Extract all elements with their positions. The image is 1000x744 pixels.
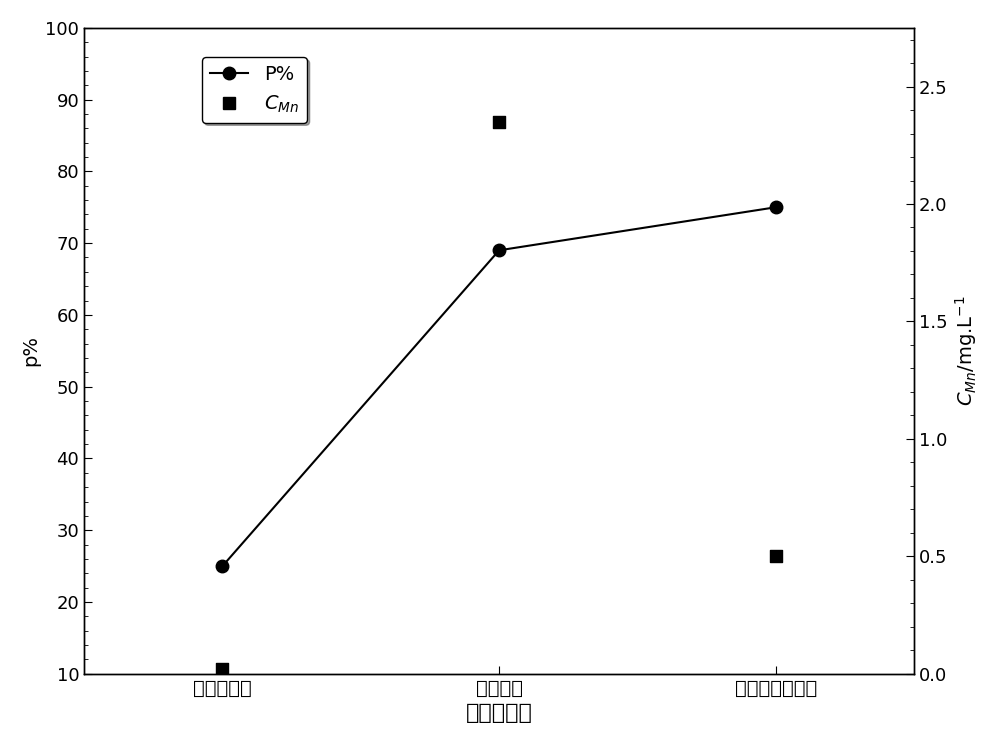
Point xyxy=(491,116,507,128)
Legend: P%, $C_{Mn}$: P%, $C_{Mn}$ xyxy=(202,57,307,123)
Y-axis label: $C_{Mn}$/mg.L$^{-1}$: $C_{Mn}$/mg.L$^{-1}$ xyxy=(953,295,979,406)
Point xyxy=(214,663,230,675)
Point xyxy=(768,551,784,562)
X-axis label: 甲醉去除剂: 甲醉去除剂 xyxy=(466,703,533,723)
Y-axis label: p%: p% xyxy=(21,336,40,366)
